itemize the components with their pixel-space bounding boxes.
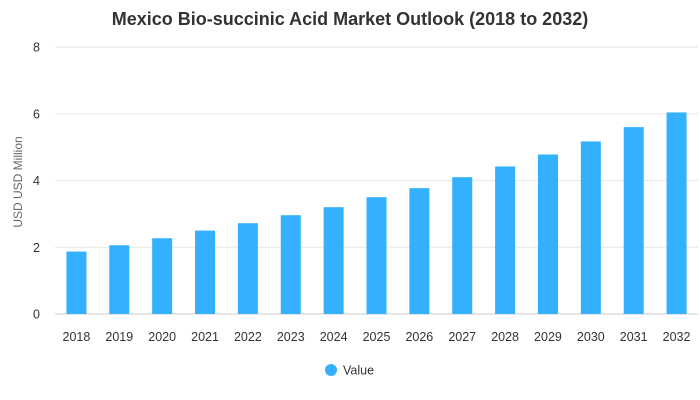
x-tick-label: 2029	[534, 330, 562, 344]
bar-2020[interactable]	[152, 238, 173, 314]
y-axis-title: USD USD Million	[11, 136, 25, 227]
bar-2028[interactable]	[495, 166, 516, 314]
bar-series	[66, 112, 687, 314]
x-tick-label: 2024	[320, 330, 348, 344]
legend[interactable]: Value	[325, 364, 374, 378]
bar-2019[interactable]	[109, 245, 130, 314]
y-tick-label: 8	[33, 41, 40, 55]
bar-2021[interactable]	[195, 230, 216, 314]
y-tick-label: 4	[33, 174, 40, 188]
y-tick-label: 0	[33, 308, 40, 322]
x-tick-label: 2030	[577, 330, 605, 344]
legend-label: Value	[343, 364, 374, 378]
bar-2022[interactable]	[237, 223, 258, 314]
bar-2026[interactable]	[409, 188, 430, 314]
x-tick-label: 2028	[491, 330, 519, 344]
x-tick-label: 2026	[405, 330, 433, 344]
bar-2027[interactable]	[452, 177, 473, 314]
bar-2030[interactable]	[580, 141, 601, 314]
bar-2024[interactable]	[323, 207, 344, 314]
bar-2031[interactable]	[623, 127, 644, 314]
x-tick-label: 2027	[448, 330, 476, 344]
x-tick-label: 2023	[277, 330, 305, 344]
x-tick-label: 2020	[148, 330, 176, 344]
x-tick-label: 2025	[363, 330, 391, 344]
bar-2018[interactable]	[66, 251, 87, 314]
x-tick-label: 2018	[63, 330, 91, 344]
x-tick-label: 2019	[105, 330, 133, 344]
x-tick-label: 2022	[234, 330, 262, 344]
x-axis-ticks: 2018 2019 2020 2021 2022 2023 2024 2025 2026 2027…	[63, 330, 691, 344]
y-tick-label: 2	[33, 241, 40, 255]
legend-swatch-icon	[325, 364, 337, 376]
bar-2023[interactable]	[280, 215, 301, 314]
x-tick-label: 2031	[620, 330, 648, 344]
chart-title: Mexico Bio-succinic Acid Market Outlook …	[111, 9, 589, 29]
x-tick-label: 2032	[663, 330, 691, 344]
bar-2029[interactable]	[537, 154, 558, 314]
bar-2032[interactable]	[666, 112, 687, 314]
y-axis-ticks: 0 2 4 6 8	[33, 41, 40, 322]
bar-2025[interactable]	[366, 197, 387, 314]
x-tick-label: 2021	[191, 330, 219, 344]
y-tick-label: 6	[33, 107, 40, 121]
